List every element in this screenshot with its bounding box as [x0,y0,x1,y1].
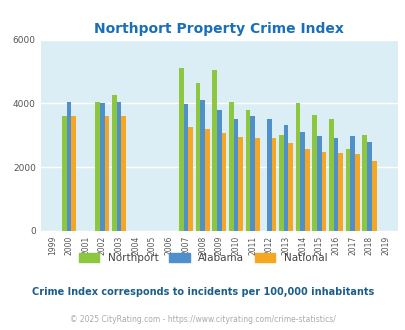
Bar [283,125,288,231]
Bar [354,154,359,231]
Text: Crime Index corresponds to incidents per 100,000 inhabitants: Crime Index corresponds to incidents per… [32,287,373,297]
Bar [338,153,342,231]
Bar [249,116,254,231]
Bar [195,83,200,231]
Bar [278,135,283,231]
Bar [371,161,375,231]
Bar [112,95,117,231]
Bar [311,115,316,231]
Bar [304,149,309,231]
Bar [316,136,321,231]
Bar [266,119,271,231]
Title: Northport Property Crime Index: Northport Property Crime Index [94,22,343,36]
Legend: Northport, Alabama, National: Northport, Alabama, National [74,248,331,267]
Bar [366,142,371,231]
Bar [212,70,216,231]
Bar [350,136,354,231]
Bar [321,152,326,231]
Bar [66,102,71,231]
Bar [345,149,350,231]
Bar [271,139,276,231]
Bar [254,139,259,231]
Bar [121,116,126,231]
Bar [100,103,104,231]
Bar [300,132,304,231]
Bar [295,103,300,231]
Bar [288,143,292,231]
Bar [238,137,242,231]
Bar [233,119,238,231]
Bar [117,102,121,231]
Bar [104,115,109,231]
Bar [333,138,338,231]
Bar [245,111,249,231]
Bar [71,115,76,231]
Bar [62,116,66,231]
Bar [221,133,226,231]
Bar [328,119,333,231]
Bar [183,104,188,231]
Bar [200,100,205,231]
Bar [216,111,221,231]
Bar [95,102,100,231]
Bar [205,129,209,231]
Bar [188,127,192,231]
Bar [178,68,183,231]
Bar [228,102,233,231]
Bar [362,135,366,231]
Text: © 2025 CityRating.com - https://www.cityrating.com/crime-statistics/: © 2025 CityRating.com - https://www.city… [70,315,335,324]
